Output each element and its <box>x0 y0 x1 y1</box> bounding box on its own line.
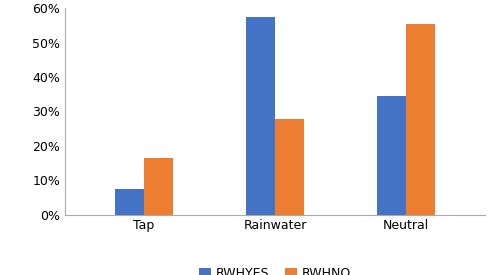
Bar <box>115 189 144 214</box>
Legend: RWHYES, RWHNO: RWHYES, RWHNO <box>194 262 356 275</box>
Bar <box>144 158 172 214</box>
Bar <box>246 17 275 215</box>
Bar <box>406 24 435 215</box>
Bar <box>275 119 304 214</box>
Bar <box>378 96 406 214</box>
